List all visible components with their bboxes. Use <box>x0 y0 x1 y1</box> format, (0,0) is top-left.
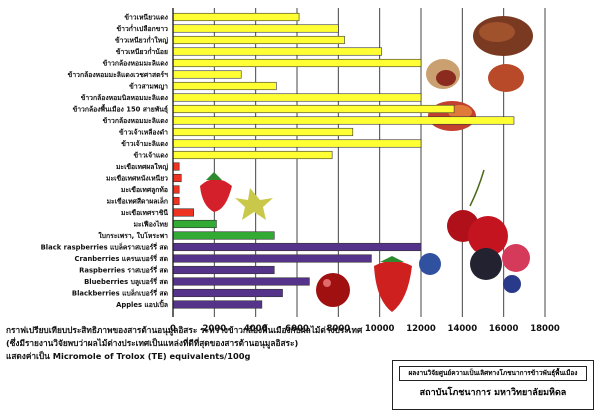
category-label: มะเขือเทศสีดาผลเล็ก <box>107 197 168 206</box>
x-tick-label: 6000 <box>285 324 309 334</box>
bar <box>172 12 300 22</box>
category-label: ข้าวเจ้าเหลืองดำ <box>119 128 168 137</box>
category-label: ข้าวเหนียวก่ำใหญ่ <box>115 35 168 45</box>
category-label: ใบกระเพรา, ใบโหระพา <box>98 231 168 240</box>
category-label: ข้าวเจ้ามะลิแดง <box>121 139 168 148</box>
x-tick-label: 2000 <box>202 324 226 334</box>
bar <box>172 185 180 194</box>
category-label: ข้าวเหนียวแดง <box>124 13 168 22</box>
category-label: Blackberries แบล็กเบอร์รี่ สด <box>72 288 169 298</box>
credit-box: ผลงานวิจัยศูนย์ความเป็นเลิศทางโภชนาการข้… <box>392 360 594 410</box>
bar <box>172 104 455 114</box>
bar <box>172 300 263 309</box>
category-label: ข้าวเจ้าแดง <box>133 151 168 160</box>
x-tick-label: 10000 <box>365 324 395 334</box>
bar <box>172 242 422 252</box>
bar <box>172 208 194 217</box>
bar <box>172 277 310 286</box>
x-tick-label: 14000 <box>448 324 478 334</box>
bar <box>172 162 180 171</box>
rice-grains-illustration <box>426 16 533 131</box>
category-label: Blueberries บลูเบอร์รี่ สด <box>84 276 169 287</box>
bar <box>172 58 422 68</box>
category-label: ข้าวกล้องหอมมะลิแดงเวชศาสตร์ฯ <box>68 70 169 79</box>
bar <box>172 150 333 160</box>
bars <box>172 12 515 309</box>
category-label: มะเขือเทศผลใหญ่ <box>116 162 168 171</box>
category-label: มะเขือเทศลูกท้อ <box>121 185 168 195</box>
bar <box>172 35 345 45</box>
x-tick-labels: 0 2000 4000 6000 8000 10000 12000 14000 16000 180… <box>170 324 560 334</box>
category-labels: ข้าวเหนียวแดงข้าวก่ำเปลือกขาวข้าวเหนียวก… <box>41 13 169 310</box>
x-tick-label: 4000 <box>244 324 268 334</box>
bar <box>172 265 275 275</box>
category-label: ข้าวกล้องพื้นเมือง 150 สายพันธุ์ <box>73 104 168 114</box>
bar <box>172 231 275 240</box>
category-label: ข้าวเหนียวก่ำน้อย <box>116 46 168 56</box>
bar <box>172 127 354 137</box>
credit-line-2: สถาบันโภชนาการ มหาวิทยาลัยมหิดล <box>419 388 567 398</box>
category-label: มะเขือเทศราชินี <box>121 209 168 217</box>
x-tick-label: 0 <box>170 324 176 334</box>
bar <box>172 93 422 102</box>
category-label: ข้าวก่ำเปลือกขาว <box>117 23 169 33</box>
caption-line-1: กราฟเปรียบเทียบประสิทธิภาพของสารต้านอนุม… <box>6 325 363 335</box>
caption-line-2: (ซึ่งมีรายงานวิจัยพบว่าผลไม้ต่างประเทศเป… <box>6 338 299 348</box>
bar <box>172 81 277 91</box>
bar <box>172 24 339 33</box>
category-label: Raspberries ราสเบอร์รี่ สด <box>79 265 168 275</box>
category-label: มะเฟืองไทย <box>133 220 168 229</box>
category-label: ข้าวสามพญา <box>129 82 168 91</box>
credit-line-1: ผลงานวิจัยศูนย์ความเป็นเลิศทางโภชนาการข้… <box>399 366 587 381</box>
bar <box>172 288 283 298</box>
food-illustrations <box>200 16 533 312</box>
category-label: ข้าวกล้องหอมนิลหอมมะลิแดง <box>81 93 168 102</box>
bar <box>172 254 372 263</box>
bar <box>172 139 422 148</box>
x-tick-label: 18000 <box>530 324 560 334</box>
category-label: ข้าวกล้องหอมมะลิแดง <box>103 116 168 125</box>
caption-line-3: แสดงค่าเป็น Micromole of Trolox (TE) equ… <box>6 351 251 361</box>
x-tick-label: 16000 <box>489 324 519 334</box>
category-label: ข้าวกล้องหอมมะลิแดง <box>103 59 168 68</box>
category-label: Black raspberries แบล็คราสเบอร์รี่ สด <box>41 242 169 252</box>
fruits-illustration <box>316 169 530 312</box>
bar <box>172 219 217 229</box>
x-tick-label: 8000 <box>326 324 350 334</box>
bar <box>172 47 383 56</box>
bar <box>172 70 242 79</box>
strawberry-starfruit-illustration <box>200 172 273 220</box>
category-label: มะเขือเทศหนังเหนียว <box>106 175 168 183</box>
bar <box>172 196 180 206</box>
bar <box>172 173 182 183</box>
x-tick-label: 12000 <box>406 324 436 334</box>
category-label: Apples แอปเปิ้ล <box>116 299 168 309</box>
category-label: Cranberries แครนเบอร์รี่ สด <box>75 253 169 263</box>
bar <box>172 116 515 125</box>
